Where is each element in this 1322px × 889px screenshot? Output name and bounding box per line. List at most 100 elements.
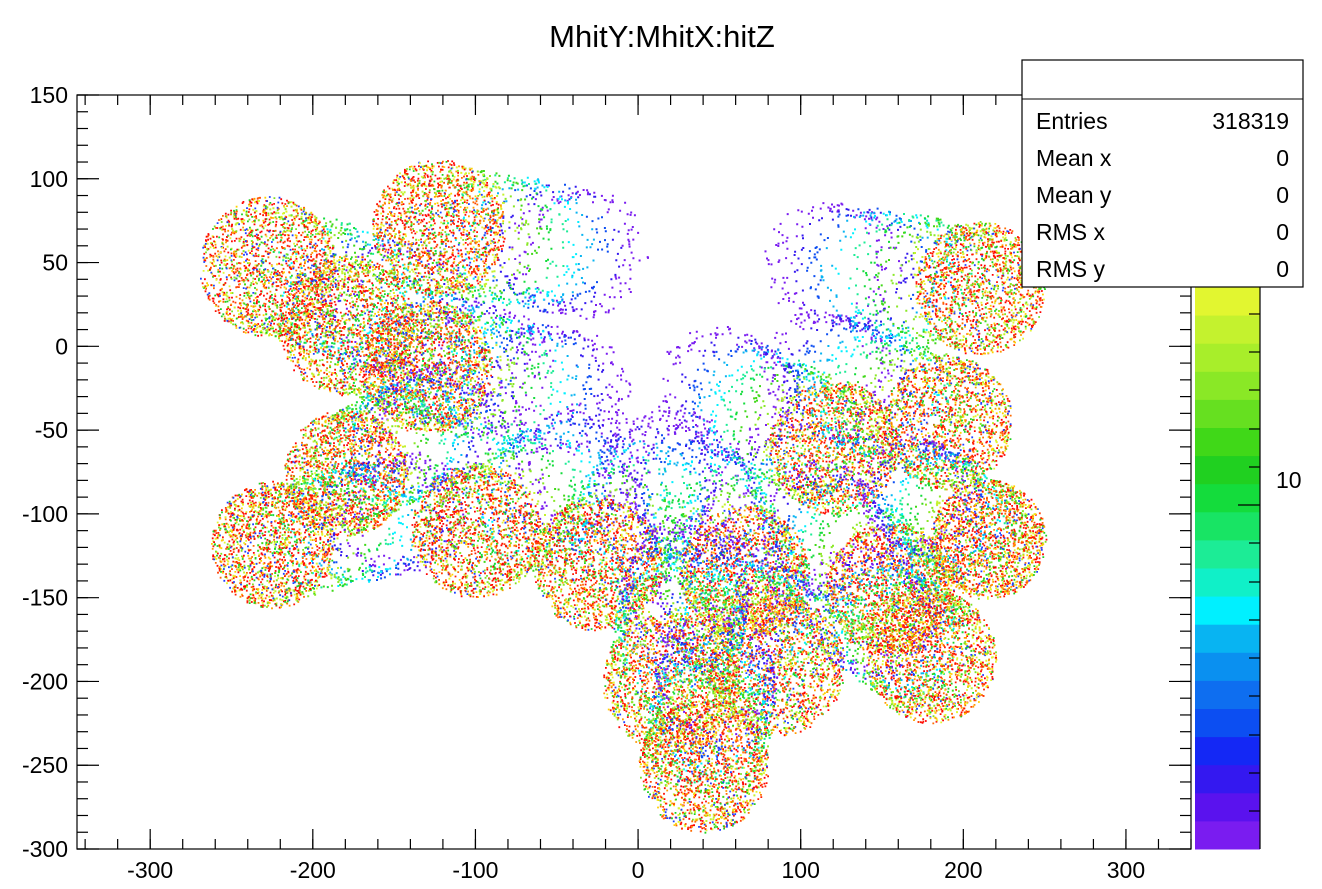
cluster-core-points	[205, 197, 335, 329]
stats-value-entries: 318319	[1212, 108, 1289, 134]
cluster-core-points	[533, 500, 662, 631]
palette-band	[1195, 708, 1260, 738]
cluster-core-points	[362, 300, 491, 432]
cluster-core-points	[867, 592, 996, 721]
palette-band	[1195, 652, 1260, 681]
cluster-core-points	[412, 465, 542, 592]
cluster-core-points	[915, 224, 1046, 355]
cluster-core-points	[364, 301, 491, 432]
cluster-tail-points	[471, 324, 593, 448]
hit-cluster	[200, 196, 474, 380]
cluster-core-points	[642, 704, 769, 833]
hit-cluster	[764, 202, 1046, 356]
cluster-core-points	[537, 504, 661, 632]
cluster-core-points	[715, 599, 841, 737]
x-tick-label: -300	[127, 857, 173, 883]
cluster-core-points	[284, 410, 409, 532]
y-tick-label: -100	[22, 501, 68, 527]
y-tick-label: 150	[30, 82, 68, 108]
stats-label-rms-x: RMS x	[1036, 219, 1106, 245]
cluster-core-points	[203, 197, 329, 336]
cluster-tail-points	[849, 213, 973, 340]
cluster-core-points	[869, 591, 994, 719]
cluster-core-points	[679, 506, 808, 638]
palette-band	[1195, 315, 1260, 344]
stats-label-entries: Entries	[1036, 108, 1108, 134]
cluster-core-points	[883, 361, 1009, 486]
stats-label-mean-y: Mean y	[1036, 182, 1112, 208]
y-tick-label: -300	[22, 836, 68, 862]
hit-cluster	[284, 362, 498, 537]
cluster-core-points	[371, 304, 492, 432]
stats-label-mean-x: Mean x	[1036, 145, 1112, 171]
y-tick-label: 50	[42, 250, 68, 276]
hit-cluster	[362, 300, 632, 456]
hit-cluster	[760, 311, 1012, 491]
hit-cluster	[757, 459, 956, 658]
stats-value-mean-y: 0	[1276, 182, 1289, 208]
stats-value-mean-x: 0	[1276, 145, 1289, 171]
palette-tick-label: 10	[1276, 467, 1302, 493]
cluster-core-points	[201, 199, 336, 335]
palette-band	[1195, 343, 1260, 372]
cluster-core-points	[932, 481, 1045, 597]
cluster-tail-points	[511, 330, 632, 456]
cluster-tail-points	[485, 324, 608, 450]
cluster-core-points	[286, 414, 405, 537]
hit-cluster	[649, 534, 845, 737]
stats-box-frame	[1021, 59, 1304, 288]
hit-cluster	[372, 160, 649, 320]
y-tick-label: 0	[55, 333, 68, 359]
x-tick-label: 200	[944, 857, 982, 883]
cluster-tail-points	[764, 202, 888, 327]
hit-cluster	[411, 401, 651, 598]
palette-band	[1195, 624, 1260, 653]
cluster-core-points	[280, 254, 409, 393]
stats-box: Entries 318319 Mean x 0 Mean y 0 RMS x 0…	[1021, 59, 1304, 288]
x-tick-label: 100	[782, 857, 820, 883]
cluster-core-points	[681, 513, 810, 635]
cluster-core-points	[364, 305, 493, 429]
cluster-core-points	[776, 382, 900, 515]
palette-band	[1195, 427, 1260, 457]
cluster-core-points	[930, 479, 1041, 598]
y-tick-label: -50	[35, 417, 68, 443]
palette-band	[1195, 287, 1260, 316]
cluster-tail-points	[511, 189, 635, 317]
palette-band	[1195, 680, 1260, 709]
x-tick-label: -200	[290, 857, 336, 883]
y-tick-label: 100	[30, 166, 68, 192]
cluster-tail-points	[661, 326, 780, 452]
hit-cluster	[278, 254, 555, 437]
cluster-tail-points	[381, 362, 498, 481]
palette-band	[1195, 371, 1260, 400]
y-tick-label: -250	[22, 752, 68, 778]
y-tick-label: -200	[22, 668, 68, 694]
cluster-core-points	[372, 162, 504, 296]
hit-cluster	[638, 604, 779, 834]
stats-value-rms-y: 0	[1276, 256, 1289, 282]
cluster-core-points	[413, 464, 537, 596]
cluster-core-points	[829, 528, 956, 657]
palette-band	[1195, 764, 1260, 794]
palette-band	[1195, 455, 1260, 485]
palette-band	[1195, 399, 1260, 428]
hit-cluster	[856, 433, 1048, 600]
stats-value-rms-x: 0	[1276, 219, 1289, 245]
x-tick-label: 0	[632, 857, 645, 883]
cluster-core-points	[869, 591, 997, 720]
color-palette: 10	[1195, 287, 1302, 850]
hit-cluster	[802, 543, 998, 725]
cluster-core-points	[866, 595, 996, 723]
y-tick-label: -150	[22, 585, 68, 611]
palette-band	[1195, 736, 1260, 766]
cluster-core-points	[769, 381, 897, 509]
cluster-core-points	[279, 256, 416, 389]
palette-band	[1195, 792, 1260, 822]
palette-band	[1195, 820, 1260, 850]
cluster-core-points	[768, 385, 898, 514]
palette-band	[1195, 539, 1260, 569]
scatter-points	[200, 160, 1048, 834]
